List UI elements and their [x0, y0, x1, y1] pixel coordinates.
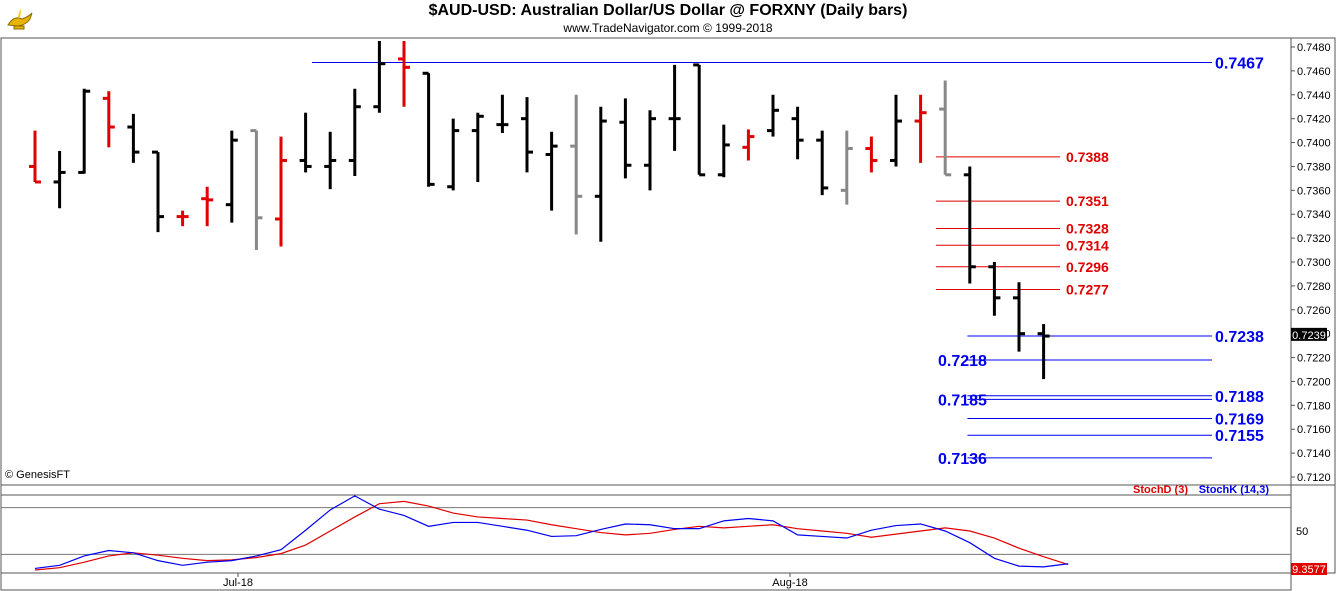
stoch-d-line [34, 500, 1069, 571]
ohlc-bar [373, 41, 386, 113]
chart-title: $AUD-USD: Australian Dollar/US Dollar @ … [428, 2, 908, 19]
stoch-k-legend: StochK (14,3) [1199, 484, 1270, 496]
stoch-value-tag: 9.3577 [1292, 564, 1326, 576]
price-axis-tick-label: 0.7420 [1297, 114, 1331, 126]
price-axis-tick-label: 0.7380 [1297, 161, 1331, 173]
price-axis-tick-label: 0.7180 [1297, 400, 1331, 412]
blue-level-label: 0.7238 [1215, 329, 1264, 346]
ohlc-bar [1037, 324, 1050, 380]
ohlc-bar [275, 136, 287, 247]
price-axis-tick-label: 0.7200 [1297, 376, 1331, 388]
last-price-tag: 0.7239 [1292, 330, 1326, 342]
ohlc-bar [496, 94, 509, 133]
ohlc-bar [299, 112, 312, 173]
blue-level-label: 0.7169 [1215, 411, 1264, 428]
ohlc-bar [152, 150, 164, 233]
ohlc-bar [127, 113, 140, 163]
last-price-tag-bg [1291, 327, 1327, 341]
red-level-label: 0.7388 [1066, 149, 1109, 165]
ohlc-bar [816, 130, 829, 196]
ohlc-bar [398, 41, 410, 107]
ohlc-bar [840, 130, 853, 205]
ohlc-bars [29, 41, 1050, 380]
date-label-aug: Aug-18 [772, 577, 807, 589]
date-label-jul: Jul-18 [223, 577, 253, 589]
ohlc-bar [717, 124, 730, 178]
ohlc-bar [78, 88, 91, 174]
price-axis-tick-label: 0.7160 [1297, 424, 1331, 436]
ohlc-bar [1013, 282, 1025, 352]
ohlc-bar [422, 71, 435, 187]
ohlc-bar [914, 94, 927, 163]
ohlc-bar [865, 136, 878, 173]
level-labels: 0.74670.72380.72180.71880.71850.71690.71… [938, 56, 1264, 468]
price-axis-tick-label: 0.7440 [1297, 90, 1331, 102]
price-axis-tick-label: 0.7360 [1297, 185, 1331, 197]
price-axis-tick-label: 0.7480 [1297, 42, 1331, 54]
price-axis-tick-label: 0.7300 [1297, 257, 1331, 269]
price-axis-tick-label: 0.7220 [1297, 353, 1331, 365]
price-axis-tick-label: 0.7120 [1297, 472, 1331, 484]
ohlc-bar [963, 166, 976, 284]
price-axis-tick-label: 0.7340 [1297, 209, 1331, 221]
price-axis-tick-label: 0.7280 [1297, 281, 1331, 293]
red-level-label: 0.7277 [1066, 281, 1109, 297]
chart-subtitle: www.TradeNavigator.com © 1999-2018 [563, 21, 773, 35]
blue-level-label: 0.7136 [938, 451, 987, 468]
blue-level-label: 0.7467 [1215, 56, 1264, 73]
ohlc-bar [668, 64, 681, 151]
ohlc-bar [619, 98, 632, 179]
ohlc-bar [644, 110, 656, 191]
price-axis-tick-label: 0.7460 [1297, 66, 1331, 78]
red-level-label: 0.7351 [1066, 193, 1109, 209]
ohlc-bar [250, 129, 263, 251]
ohlc-bar [348, 88, 361, 176]
stoch-value-tag-bg [1291, 563, 1327, 575]
ohlc-bar [742, 129, 755, 161]
ohlc-bar [176, 210, 189, 227]
red-level-label: 0.7314 [1066, 237, 1109, 253]
ohlc-bar [890, 94, 902, 167]
ohlc-bar [471, 112, 484, 182]
stoch-axis-tick-50: 50 [1296, 526, 1308, 538]
ohlc-bar [447, 118, 460, 191]
level-lines [312, 62, 1212, 459]
stoch-k-line [34, 495, 1069, 570]
ohlc-bar [791, 106, 804, 160]
price-axis-ticks: 0.7480 0.7460 0.7440 0.7420 0.7400 0.7380 0.73… [1291, 42, 1331, 484]
price-axis-tick-label: 0.7320 [1297, 233, 1331, 245]
ohlc-bar [29, 130, 41, 184]
ohlc-bar [102, 91, 115, 148]
copyright-label: © GenesisFT [5, 469, 70, 481]
date-axis-frame [0, 572, 1292, 591]
red-level-label: 0.7328 [1066, 221, 1109, 237]
ohlc-bar [988, 262, 1001, 316]
blue-level-label: 0.7185 [938, 392, 987, 409]
ohlc-bar [225, 130, 238, 223]
price-axis-tick-label: 0.7140 [1297, 448, 1331, 460]
red-level-label: 0.7296 [1066, 259, 1109, 275]
price-axis-tick-label: 0.7260 [1297, 305, 1331, 317]
ohlc-bar [767, 94, 779, 137]
ohlc-bar [521, 97, 533, 173]
ohlc-bar [545, 131, 558, 211]
stoch-d-legend: StochD (3) [1133, 484, 1188, 496]
ohlc-bar [570, 94, 583, 235]
ohlc-bar [594, 106, 607, 242]
ohlc-bar [53, 150, 66, 209]
price-axis-tick-label: 0.7400 [1297, 138, 1331, 150]
lamp-logo-icon [7, 9, 33, 30]
ohlc-bar [693, 63, 706, 177]
ohlc-bar [201, 186, 214, 227]
chart-header: $AUD-USD: Australian Dollar/US Dollar @ … [0, 0, 1336, 38]
ohlc-bar [324, 131, 337, 190]
blue-level-label: 0.7218 [938, 353, 987, 370]
blue-level-label: 0.7155 [1215, 428, 1264, 445]
ohlc-bar [939, 80, 952, 177]
blue-level-label: 0.7188 [1215, 389, 1264, 406]
